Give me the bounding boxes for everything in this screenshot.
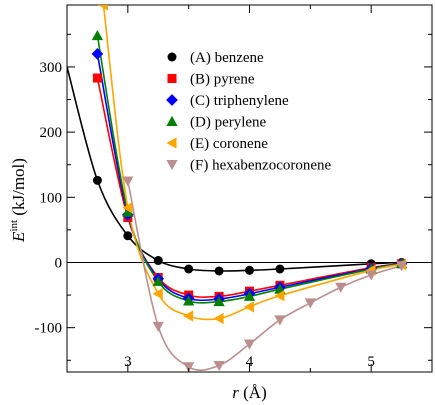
point-perylene (122, 206, 134, 217)
legend-label-coronene: (E) coronene (190, 136, 268, 152)
point-triphenylene (91, 48, 104, 60)
point-hexabenzocoronene (365, 270, 377, 281)
y-axis-label-sup: int (8, 220, 20, 232)
point-pyrene (92, 73, 102, 83)
y-tick-label: 100 (40, 190, 63, 206)
y-axis-label-var: E (9, 231, 28, 243)
point-perylene (243, 290, 256, 301)
point-benzene (214, 266, 224, 276)
point-coronene (183, 310, 194, 322)
legend-marker-hexabenzocoronene (166, 160, 178, 171)
point-hexabenzocoronene (152, 321, 164, 332)
y-tick-label: 300 (40, 60, 63, 76)
x-tick-label: 5 (367, 354, 375, 370)
legend-label-perylene: (D) perylene (190, 115, 267, 131)
point-benzene (184, 264, 194, 274)
legend-label-pyrene: (B) pyrene (190, 72, 255, 88)
point-hexabenzocoronene (274, 315, 286, 326)
point-benzene (275, 264, 285, 274)
x-tick-label: 3 (124, 354, 132, 370)
point-coronene (122, 202, 133, 214)
x-tick-label: 4 (246, 354, 254, 370)
legend-label-hexabenzocoronene: (F) hexabenzocoronene (190, 158, 332, 174)
point-hexabenzocoronene (243, 339, 256, 350)
point-coronene (243, 301, 254, 313)
point-coronene (152, 288, 163, 300)
point-coronene (213, 312, 224, 325)
point-hexabenzocoronene (122, 176, 134, 187)
series-line-coronene (102, 5, 402, 321)
y-tick-label: 0 (55, 255, 63, 271)
point-benzene (153, 256, 163, 266)
x-axis-label-unit: (Å) (239, 383, 267, 402)
point-perylene (213, 295, 225, 307)
point-perylene (152, 275, 164, 286)
point-perylene (91, 30, 104, 41)
y-tick-label: 200 (40, 125, 63, 141)
axis-labels: r (Å) Eint (kJ/mol) (8, 158, 267, 402)
point-hexabenzocoronene (213, 360, 225, 372)
point-perylene (183, 295, 195, 306)
series-line-benzene (67, 66, 402, 272)
legend-marker-pyrene (167, 74, 177, 83)
point-benzene (92, 175, 102, 185)
y-axis-label: Eint (kJ/mol) (8, 158, 28, 243)
point-hexabenzocoronene (304, 298, 316, 309)
legend-marker-coronene (166, 137, 177, 149)
legend-marker-perylene (166, 115, 178, 126)
x-axis-label: r (Å) (232, 383, 266, 402)
markers-layer (91, 5, 408, 372)
y-tick-label: -100 (35, 321, 63, 337)
point-coronene (97, 5, 108, 11)
legend-marker-triphenylene (166, 94, 178, 106)
series-line-hexabenzocoronene (127, 180, 402, 372)
point-coronene (274, 290, 285, 302)
ticks-layer: 3 4 5 -100 0 100 200 300 (35, 5, 433, 372)
point-hexabenzocoronene (335, 282, 347, 293)
y-axis-label-unit: (kJ/mol) (9, 158, 28, 220)
legend-marker-benzene (167, 52, 177, 62)
point-benzene (245, 265, 254, 275)
x-axis-label-var: r (232, 383, 239, 402)
legend-label-triphenylene: (C) triphenylene (190, 93, 289, 109)
point-hexabenzocoronene (395, 261, 408, 272)
point-hexabenzocoronene (183, 362, 195, 372)
legend: (A) benzene (B) pyrene (C) triphenylene (D)… (166, 50, 332, 174)
point-benzene (123, 231, 133, 241)
legend-label-benzene: (A) benzene (190, 50, 264, 66)
